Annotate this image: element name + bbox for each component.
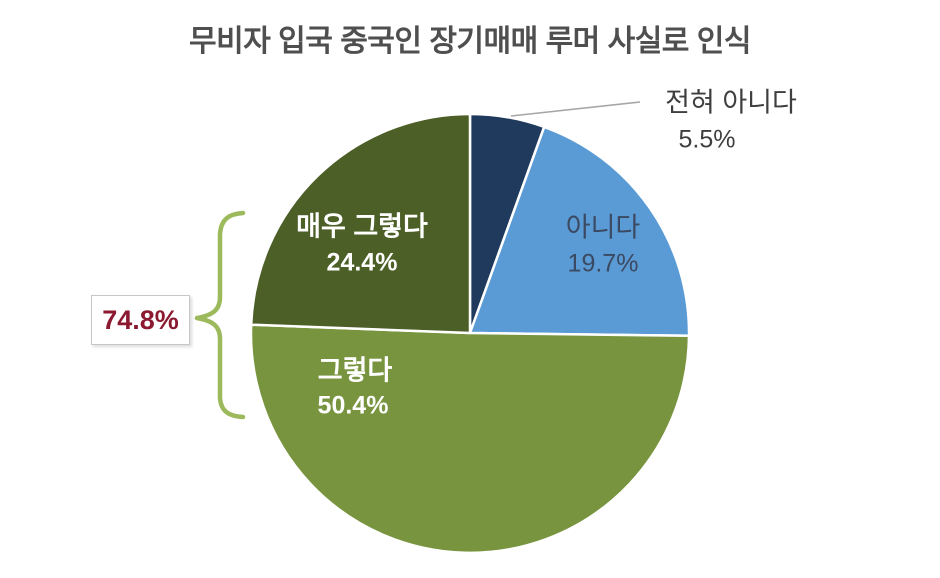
slice-label-not-at-all: 전혀 아니다	[665, 87, 797, 118]
slice-pct-no: 19.7%	[567, 249, 639, 278]
group-bracket	[194, 210, 246, 420]
pie-slice-yes	[249, 323, 691, 555]
combined-percentage-value: 74.8%	[102, 304, 179, 335]
slice-pct-not-at-all: 5.5%	[678, 125, 736, 154]
slice-label-yes: 그렇다	[317, 355, 393, 386]
pie-slices	[249, 112, 691, 555]
pie-slice-no	[468, 125, 691, 338]
pie-slice-very-yes	[249, 112, 472, 335]
combined-percentage-box: 74.8%	[91, 295, 190, 345]
slice-label-very-yes: 매우 그렇다	[296, 211, 428, 242]
leader-line-not-at-all	[510, 101, 641, 117]
chart-title: 무비자 입국 중국인 장기매매 루머 사실로 인식	[189, 25, 751, 58]
slice-pct-very-yes: 24.4%	[326, 248, 398, 277]
slice-label-no: 아니다	[565, 212, 641, 243]
slice-pct-yes: 50.4%	[317, 391, 389, 420]
